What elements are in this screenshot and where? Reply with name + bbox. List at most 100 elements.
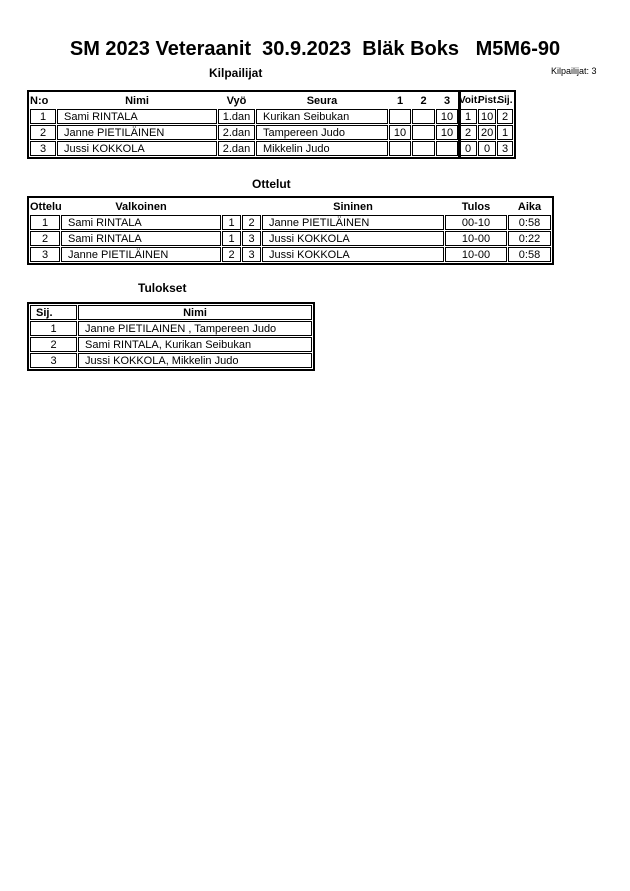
table-cell: 2 (222, 247, 241, 262)
table-cell: 20 (478, 125, 496, 140)
column-header: Sininen (333, 200, 373, 213)
table-row: 1 Janne PIETILAINEN , Tampereen Judo (30, 321, 312, 336)
column-header: 1 (396, 94, 404, 107)
table-row: 2 Sami RINTALA 1 3 Jussi KOKKOLA 10-00 0:22 (30, 231, 551, 246)
table-cell: 2 (459, 125, 477, 140)
table-cell: 0:22 (508, 231, 551, 246)
table-cell: Jussi KOKKOLA (262, 247, 444, 262)
header-row: N:o Nimi Vyö Seura 1 2 3 Voit. Pist. Sij. (30, 93, 513, 108)
column-header: N:o (30, 94, 49, 107)
table-row: 2 Sami RINTALA, Kurikan Seibukan (30, 337, 312, 352)
table-row: 1 Sami RINTALA 1 2 Janne PIETILÄINEN 00-10 0:5… (30, 215, 551, 230)
table-cell: Tampereen Judo (256, 125, 388, 140)
page-title: SM 2023 Veteraanit 30.9.2023 Bläk Boks M… (69, 38, 561, 60)
table-cell (412, 125, 435, 140)
table-cell: 1 (222, 215, 241, 230)
table-cell: 0:58 (508, 247, 551, 262)
column-header: Tulos (461, 200, 491, 213)
table-cell: 3 (242, 247, 261, 262)
table-cell: 2 (30, 125, 56, 140)
table-row: 3 Jussi KOKKOLA 2.dan Mikkelin Judo 0 0 3 (30, 141, 513, 156)
table-cell: Sami RINTALA (61, 231, 221, 246)
column-header: Voit. (459, 94, 480, 106)
table-row: 3 Janne PIETILÄINEN 2 3 Jussi KOKKOLA 10-00 0:… (30, 247, 551, 262)
table-cell: 10-00 (445, 247, 507, 262)
header-row: Sij. Nimi (30, 305, 312, 320)
column-header: Nimi (78, 305, 312, 320)
column-header: 2 (420, 94, 427, 107)
column-header (242, 199, 261, 214)
table-cell: 3 (30, 247, 60, 262)
table-cell: 3 (30, 141, 56, 156)
column-header: Valkoinen (115, 200, 167, 213)
column-header: Ottelu (30, 200, 62, 213)
table-cell: 2.dan (218, 125, 255, 140)
table-row: 3 Jussi KOKKOLA, Mikkelin Judo (30, 353, 312, 368)
column-header: Aika (517, 200, 542, 213)
table-cell: 10 (389, 125, 411, 140)
table-cell: Jussi KOKKOLA (57, 141, 217, 156)
table-cell (412, 141, 435, 156)
column-header: Seura (306, 94, 338, 107)
table-cell: 3 (30, 353, 77, 368)
table-cell: 0:58 (508, 215, 551, 230)
table-cell: 10-00 (445, 231, 507, 246)
table-cell: 0 (478, 141, 496, 156)
table-cell: 0 (459, 141, 477, 156)
table-cell (389, 109, 411, 124)
header-row: Ottelu Valkoinen Sininen Tulos Aika (30, 199, 551, 214)
table-cell: 2 (497, 109, 513, 124)
results-section-divider-line (458, 92, 461, 157)
competitors-count: Kilpailijat: 3 (551, 66, 597, 76)
table-cell: Janne PIETILÄINEN (262, 215, 444, 230)
column-header: Sij. (30, 305, 77, 320)
table-cell: Sami RINTALA (61, 215, 221, 230)
table-cell: 10 (478, 109, 496, 124)
section-label-tulokset: Tulokset (138, 281, 187, 295)
table-cell: Janne PIETILÄINEN (57, 125, 217, 140)
table-cell: 1 (497, 125, 513, 140)
table-cell: 1 (222, 231, 241, 246)
column-header (222, 199, 241, 214)
table-cell: Jussi KOKKOLA, Mikkelin Judo (78, 353, 312, 368)
table-cell: 10 (436, 109, 458, 124)
table-cell: 10 (436, 125, 458, 140)
table-cell: Janne PIETILÄINEN (61, 247, 221, 262)
table-cell: 3 (497, 141, 513, 156)
table-cell: 1.dan (218, 109, 255, 124)
table-cell: Kurikan Seibukan (256, 109, 388, 124)
table-cell: 2.dan (218, 141, 255, 156)
table-cell (389, 141, 411, 156)
column-header: Pist. (478, 94, 500, 106)
table-cell: 3 (242, 231, 261, 246)
ottelut-table: Ottelu Valkoinen Sininen Tulos Aika 1 Sami RI… (27, 196, 554, 265)
section-label-kilpailijat: Kilpailijat (209, 66, 263, 80)
table-cell: 00-10 (445, 215, 507, 230)
table-cell: 2 (242, 215, 261, 230)
table-row: 1 Sami RINTALA 1.dan Kurikan Seibukan 10 1 10 2 (30, 109, 513, 124)
table-row: 2 Janne PIETILÄINEN 2.dan Tampereen Judo 10 1… (30, 125, 513, 140)
table-cell: Mikkelin Judo (256, 141, 388, 156)
table-cell: Sami RINTALA, Kurikan Seibukan (78, 337, 312, 352)
table-cell: 2 (30, 337, 77, 352)
table-cell: 2 (30, 231, 60, 246)
tulokset-table-grid: Sij. Nimi 1 Janne PIETILAINEN , Tampereen … (29, 304, 313, 369)
table-cell: 1 (30, 215, 60, 230)
kilpailijat-table-grid: N:o Nimi Vyö Seura 1 2 3 Voit. Pist. Sij. 1 Sami R… (29, 92, 514, 157)
tulokset-table: Sij. Nimi 1 Janne PIETILAINEN , Tampereen … (27, 302, 315, 371)
column-header: Sij. (497, 94, 513, 106)
table-cell: Jussi KOKKOLA (262, 231, 444, 246)
ottelut-table-grid: Ottelu Valkoinen Sininen Tulos Aika 1 Sami RI… (29, 198, 552, 263)
column-header: Nimi (125, 94, 149, 107)
section-label-ottelut: Ottelut (252, 177, 291, 191)
table-cell: Sami RINTALA (57, 109, 217, 124)
table-cell: 1 (30, 321, 77, 336)
table-cell (436, 141, 458, 156)
table-cell: 1 (459, 109, 477, 124)
kilpailijat-table: N:o Nimi Vyö Seura 1 2 3 Voit. Pist. Sij. 1 Sami R… (27, 90, 516, 159)
table-cell: 1 (30, 109, 56, 124)
column-header: Vyö (226, 94, 247, 107)
table-cell: Janne PIETILAINEN , Tampereen Judo (78, 321, 312, 336)
column-header: 3 (443, 94, 451, 107)
